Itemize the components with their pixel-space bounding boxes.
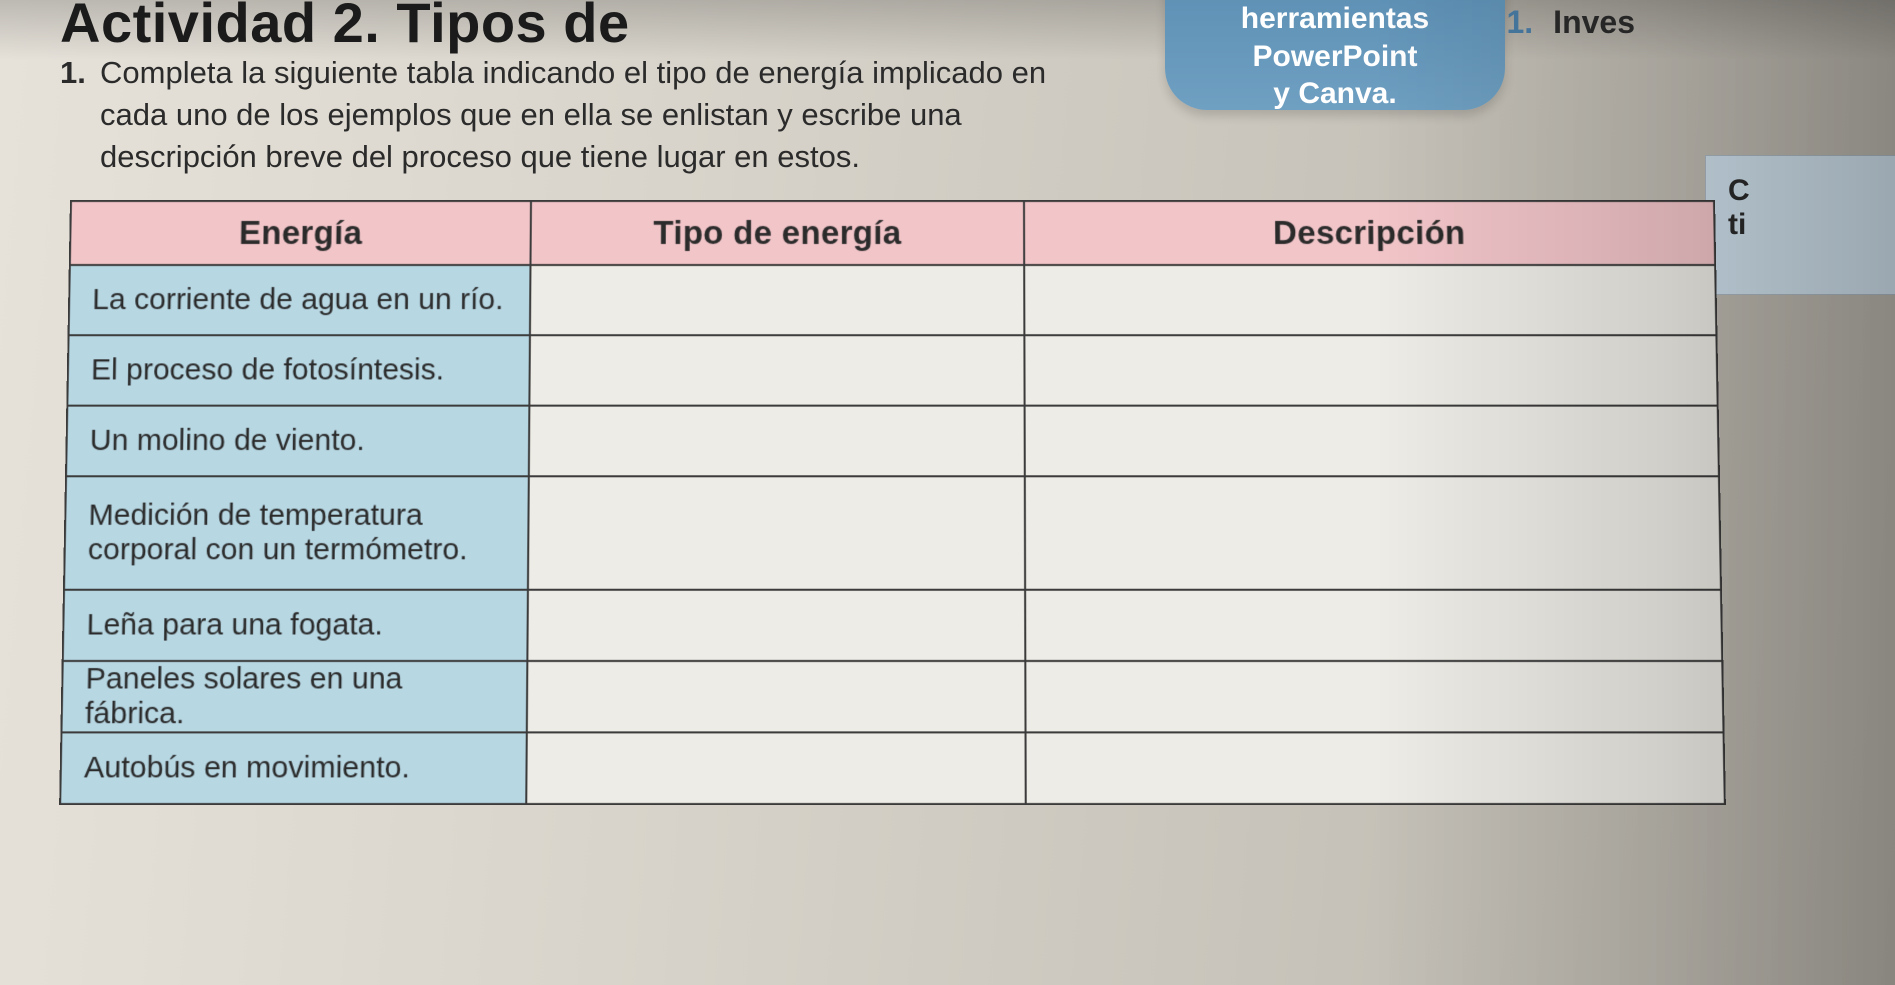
table-row: La corriente de agua en un río. — [69, 265, 1717, 335]
row-label: Autobús en movimiento. — [60, 732, 527, 804]
row-desc-blank — [1024, 335, 1717, 405]
table-row: Paneles solares en una fábrica. — [61, 661, 1723, 732]
next-item-number: 1. — [1506, 4, 1533, 40]
instruction-number: 1. — [60, 52, 100, 94]
row-label: Medición de temperatura corporal con un … — [64, 476, 529, 589]
table-row: Medición de temperatura corporal con un … — [64, 476, 1721, 589]
row-desc-blank — [1025, 590, 1722, 661]
table-row: Un molino de viento. — [66, 406, 1719, 477]
row-desc-blank — [1024, 265, 1716, 335]
instruction-block: 1.Completa la siguiente tabla indicando … — [60, 52, 1110, 178]
th-desc: Descripción — [1024, 201, 1715, 265]
row-tipo-blank — [526, 732, 1025, 804]
energy-table-wrap: Energía Tipo de energía Descripción La c… — [59, 200, 1726, 805]
textbook-page: Actividad 2. Tipos de herramientas Power… — [0, 0, 1895, 985]
row-tipo-blank — [529, 335, 1024, 405]
callout-line2: y Canva. — [1165, 75, 1505, 113]
instruction-text: Completa la siguiente tabla indicando el… — [100, 52, 1100, 178]
table-row: El proceso de fotosíntesis. — [67, 335, 1717, 405]
table-row: Autobús en movimiento. — [60, 732, 1725, 804]
row-desc-blank — [1025, 406, 1719, 477]
row-tipo-blank — [527, 661, 1026, 732]
row-tipo-blank — [530, 265, 1024, 335]
table-body: La corriente de agua en un río.El proces… — [60, 265, 1725, 804]
row-tipo-blank — [527, 590, 1025, 661]
th-energia: Energía — [70, 201, 531, 265]
table-row: Leña para una fogata. — [63, 590, 1723, 661]
row-label: Un molino de viento. — [66, 406, 529, 477]
table-header-row: Energía Tipo de energía Descripción — [70, 201, 1715, 265]
row-label: Leña para una fogata. — [63, 590, 528, 661]
activity-title: Actividad 2. Tipos de — [60, 0, 630, 55]
edge-note-line2: ti — [1728, 208, 1885, 242]
tools-callout: herramientas PowerPoint y Canva. — [1165, 0, 1505, 110]
th-tipo: Tipo de energía — [531, 201, 1025, 265]
callout-line1: herramientas PowerPoint — [1165, 0, 1505, 75]
edge-note-box: C ti — [1705, 155, 1895, 295]
next-item-text: Inves — [1553, 4, 1635, 40]
row-desc-blank — [1025, 476, 1721, 589]
energy-table: Energía Tipo de energía Descripción La c… — [59, 200, 1726, 805]
row-label: El proceso de fotosíntesis. — [67, 335, 530, 405]
row-label: Paneles solares en una fábrica. — [61, 661, 527, 732]
edge-note-line1: C — [1728, 174, 1885, 208]
row-tipo-blank — [528, 476, 1025, 589]
row-label: La corriente de agua en un río. — [69, 265, 531, 335]
next-page-item: 1. Inves — [1506, 4, 1635, 41]
row-tipo-blank — [529, 406, 1025, 477]
row-desc-blank — [1025, 732, 1724, 804]
row-desc-blank — [1025, 661, 1723, 732]
